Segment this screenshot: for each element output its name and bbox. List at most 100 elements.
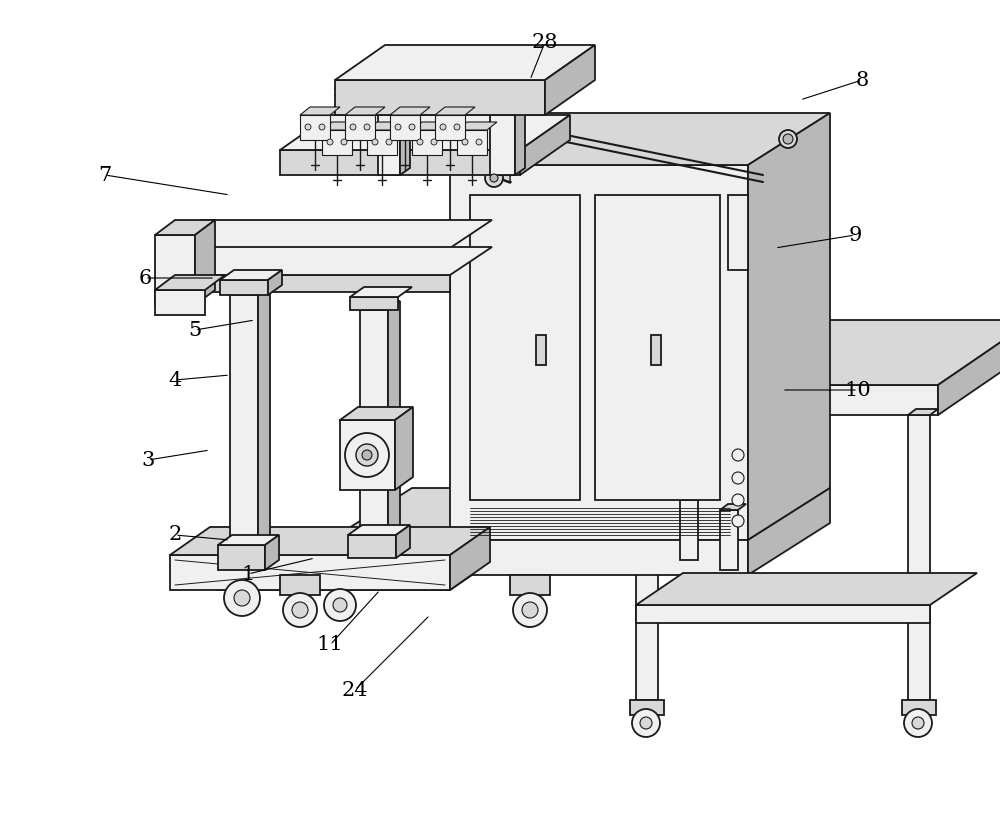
Polygon shape [395, 407, 413, 490]
Polygon shape [155, 290, 205, 315]
Polygon shape [258, 286, 270, 555]
Polygon shape [155, 220, 215, 235]
Polygon shape [160, 248, 450, 265]
Polygon shape [490, 108, 525, 115]
Polygon shape [435, 107, 475, 115]
Circle shape [409, 124, 415, 130]
Polygon shape [367, 130, 397, 155]
Circle shape [345, 433, 389, 477]
Polygon shape [728, 195, 748, 270]
Polygon shape [350, 297, 398, 310]
Polygon shape [345, 115, 375, 140]
Polygon shape [322, 130, 352, 155]
Polygon shape [322, 122, 362, 130]
Text: 9: 9 [848, 226, 862, 244]
Polygon shape [330, 540, 748, 575]
Circle shape [283, 593, 317, 627]
Polygon shape [450, 527, 490, 590]
Polygon shape [435, 115, 465, 140]
Polygon shape [908, 409, 938, 415]
Text: 3: 3 [141, 450, 155, 469]
Polygon shape [170, 527, 490, 555]
Polygon shape [345, 107, 385, 115]
Polygon shape [335, 45, 595, 80]
Polygon shape [636, 573, 977, 605]
Circle shape [732, 515, 744, 527]
Polygon shape [160, 220, 492, 248]
Polygon shape [628, 385, 938, 415]
Polygon shape [335, 108, 510, 182]
Circle shape [440, 124, 446, 130]
Circle shape [462, 139, 468, 145]
Polygon shape [360, 301, 400, 310]
Polygon shape [348, 525, 410, 535]
Polygon shape [340, 407, 413, 420]
Circle shape [364, 124, 370, 130]
Polygon shape [160, 275, 450, 292]
Polygon shape [230, 286, 270, 295]
Polygon shape [390, 107, 430, 115]
Circle shape [356, 444, 378, 466]
Polygon shape [636, 605, 930, 623]
Circle shape [783, 134, 793, 144]
Text: 10: 10 [845, 380, 871, 399]
Polygon shape [280, 150, 520, 175]
Polygon shape [731, 320, 753, 605]
Circle shape [362, 450, 372, 460]
Text: 6: 6 [138, 268, 152, 287]
Circle shape [372, 139, 378, 145]
Polygon shape [330, 488, 830, 540]
Circle shape [234, 590, 250, 606]
Polygon shape [412, 122, 452, 130]
Circle shape [732, 449, 744, 461]
Circle shape [632, 709, 660, 737]
Polygon shape [280, 575, 320, 595]
Polygon shape [160, 247, 492, 275]
Polygon shape [390, 115, 420, 140]
Text: 11: 11 [317, 635, 343, 654]
Circle shape [327, 139, 333, 145]
Text: 1: 1 [241, 565, 255, 584]
Polygon shape [680, 494, 706, 500]
Polygon shape [450, 529, 488, 590]
Polygon shape [400, 108, 410, 175]
Circle shape [454, 124, 460, 130]
Polygon shape [218, 555, 450, 590]
Circle shape [224, 580, 260, 616]
Polygon shape [388, 301, 400, 545]
Circle shape [417, 139, 423, 145]
Text: 2: 2 [168, 526, 182, 545]
Polygon shape [265, 535, 279, 570]
Text: 7: 7 [98, 165, 112, 184]
Polygon shape [170, 555, 450, 590]
Polygon shape [155, 275, 225, 290]
Polygon shape [908, 415, 930, 700]
Polygon shape [628, 320, 1000, 385]
Circle shape [341, 139, 347, 145]
Polygon shape [720, 504, 746, 510]
Polygon shape [378, 115, 400, 175]
Polygon shape [300, 115, 330, 140]
Circle shape [732, 494, 744, 506]
Circle shape [386, 139, 392, 145]
Polygon shape [218, 545, 265, 570]
Circle shape [333, 598, 347, 612]
Circle shape [431, 139, 437, 145]
Polygon shape [218, 529, 488, 555]
Circle shape [476, 139, 482, 145]
Polygon shape [412, 130, 442, 155]
Circle shape [395, 124, 401, 130]
Polygon shape [595, 195, 720, 500]
Polygon shape [340, 420, 395, 490]
Polygon shape [720, 510, 738, 570]
Polygon shape [155, 235, 195, 305]
Polygon shape [515, 108, 525, 175]
Polygon shape [450, 165, 748, 540]
Text: 5: 5 [188, 320, 202, 340]
Text: 28: 28 [532, 32, 558, 52]
Circle shape [485, 169, 503, 187]
Polygon shape [350, 287, 412, 297]
Polygon shape [748, 113, 830, 540]
Circle shape [779, 130, 797, 148]
Text: 4: 4 [168, 370, 182, 389]
